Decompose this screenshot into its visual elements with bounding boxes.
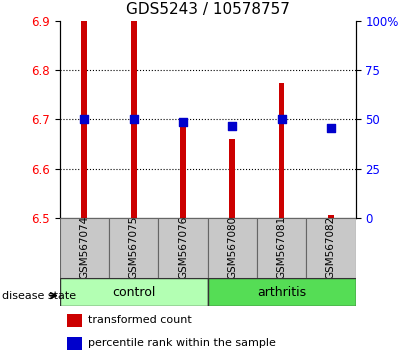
Point <box>81 116 88 122</box>
Text: arthritis: arthritis <box>257 286 306 298</box>
Text: disease state: disease state <box>2 291 76 301</box>
Bar <box>81 21 87 218</box>
Bar <box>180 122 186 218</box>
Point <box>229 124 236 129</box>
Bar <box>109 218 158 278</box>
Text: GSM567082: GSM567082 <box>326 216 336 279</box>
Bar <box>279 82 284 218</box>
Bar <box>208 218 257 278</box>
Text: GSM567074: GSM567074 <box>79 216 89 279</box>
Bar <box>208 278 356 306</box>
Bar <box>60 278 208 306</box>
Bar <box>67 314 82 327</box>
Bar <box>131 21 136 218</box>
Text: percentile rank within the sample: percentile rank within the sample <box>88 338 275 348</box>
Point <box>180 120 186 125</box>
Text: GSM567076: GSM567076 <box>178 216 188 279</box>
Text: transformed count: transformed count <box>88 315 191 325</box>
Text: GSM567075: GSM567075 <box>129 216 139 279</box>
Title: GDS5243 / 10578757: GDS5243 / 10578757 <box>126 2 289 17</box>
Text: GSM567081: GSM567081 <box>277 216 286 279</box>
Point <box>130 116 137 122</box>
Bar <box>60 218 109 278</box>
Point <box>328 125 334 131</box>
Text: GSM567080: GSM567080 <box>227 216 237 279</box>
Bar <box>257 218 306 278</box>
Bar <box>229 139 235 218</box>
Bar <box>67 337 82 350</box>
Point <box>278 116 285 122</box>
Bar <box>306 218 356 278</box>
Text: control: control <box>112 286 155 298</box>
Bar <box>328 215 334 218</box>
Bar <box>158 218 208 278</box>
